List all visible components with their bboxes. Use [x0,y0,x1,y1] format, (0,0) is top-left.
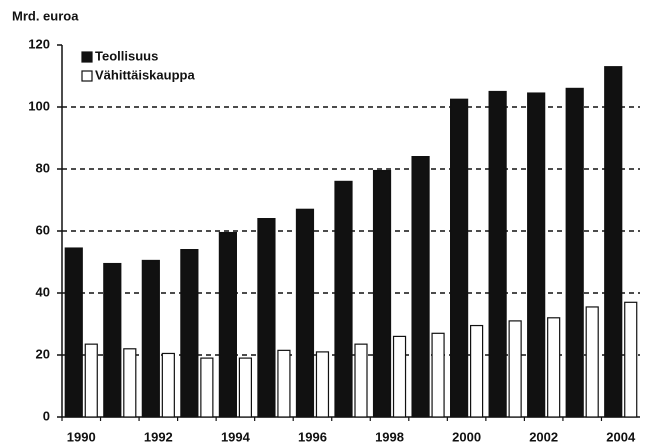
bar [84,343,98,418]
legend-swatch [81,51,93,63]
y-axis-label: Mrd. euroa [12,8,79,23]
y-tick-label: 20 [36,346,50,361]
bar [565,87,584,418]
x-tick-label: 1994 [221,429,251,444]
bar [354,343,368,418]
bar [218,231,237,418]
bar [180,249,199,418]
bar [103,262,122,418]
y-tick-label: 40 [36,284,50,299]
x-tick-label: 1990 [67,429,96,444]
bar [315,351,330,418]
bar [372,169,392,418]
bar [411,156,430,418]
bar [431,332,445,418]
bar [585,306,599,418]
y-tick-label: 100 [28,98,50,113]
x-tick-label: 1998 [375,429,404,444]
x-tick-label: 2000 [452,429,481,444]
bar [161,352,175,418]
bar [508,320,522,418]
bar [334,180,353,418]
legend-label: Vähittäiskauppa [95,67,195,82]
bar [450,98,469,418]
bar [392,335,407,418]
bar [488,90,507,418]
bar [547,317,561,418]
x-tick-label: 1996 [298,429,327,444]
bar [257,218,276,418]
bar [200,357,214,418]
bar [64,247,83,418]
bar [470,324,484,418]
y-tick-label: 80 [36,160,50,175]
y-tick-label: 120 [28,36,50,51]
bar [141,259,160,418]
bar [527,92,546,418]
legend-label: Teollisuus [95,48,158,63]
y-tick-label: 0 [43,408,50,423]
legend-swatch [81,70,93,82]
bar [238,357,252,418]
bar [624,301,638,418]
y-tick-label: 60 [36,222,50,237]
bar [123,348,137,418]
x-tick-label: 2002 [529,429,558,444]
bar [604,66,623,418]
bar [277,349,291,418]
x-tick-label: 1992 [144,429,173,444]
x-tick-label: 2004 [606,429,636,444]
bar [295,208,315,418]
